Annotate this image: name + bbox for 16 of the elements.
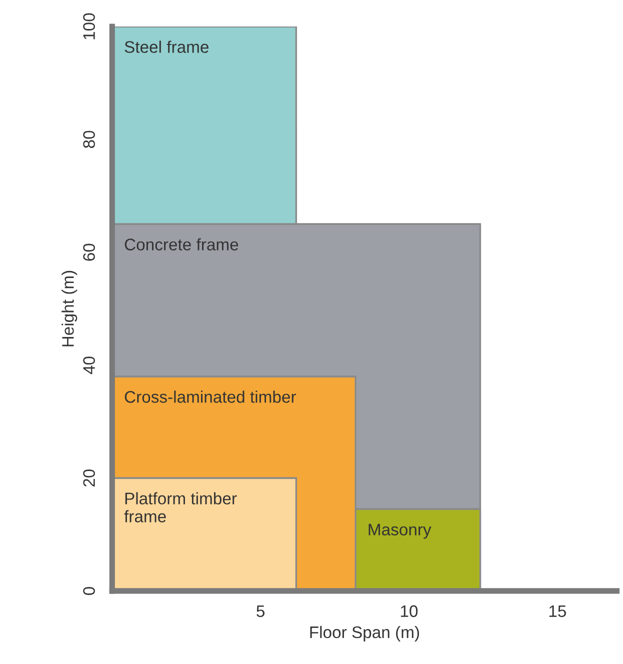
y-tick-label: 20 (83, 469, 95, 487)
series-label: Masonry (368, 524, 432, 539)
x-tick-label: 15 (549, 605, 566, 618)
y-tick-label: 100 (83, 13, 95, 40)
series-label: Cross-laminated timber (124, 390, 296, 403)
x-tick-label: 5 (256, 605, 264, 618)
y-axis-title: Height (m) (62, 270, 78, 346)
series-label: Steel frame (124, 40, 208, 53)
x-axis-title: Floor Span (m) (310, 626, 419, 642)
y-tick-label: 0 (83, 586, 95, 595)
series-label: Concrete frame (124, 238, 238, 250)
x-tick-label: 10 (400, 605, 418, 618)
series-label: Platform timber frame (124, 492, 237, 522)
y-tick-label: 80 (83, 130, 95, 148)
y-tick-label: 40 (83, 356, 95, 374)
y-tick-label: 60 (83, 244, 95, 261)
